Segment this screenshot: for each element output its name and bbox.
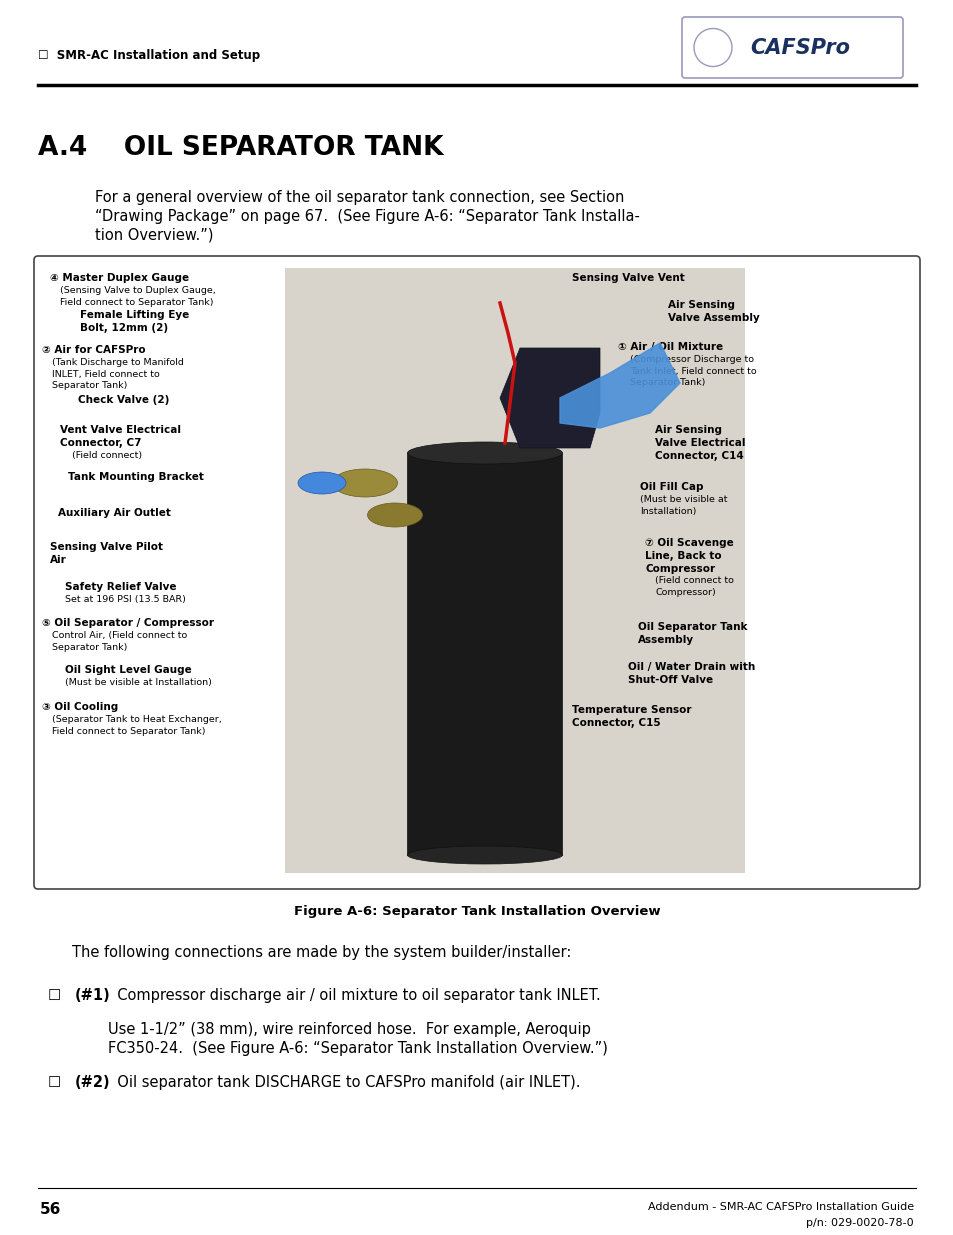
Text: Installation): Installation) xyxy=(639,506,696,515)
Text: (Separator Tank to Heat Exchanger,: (Separator Tank to Heat Exchanger, xyxy=(52,715,221,724)
Text: 56: 56 xyxy=(40,1202,61,1216)
Ellipse shape xyxy=(367,503,422,527)
Text: Connector, C15: Connector, C15 xyxy=(572,718,659,727)
Text: ⑦ Oil Scavenge: ⑦ Oil Scavenge xyxy=(644,538,733,548)
Text: Connector, C14: Connector, C14 xyxy=(655,451,743,461)
Text: Tank Mounting Bracket: Tank Mounting Bracket xyxy=(68,472,204,482)
Text: Air Sensing: Air Sensing xyxy=(655,425,721,435)
Text: Shut-Off Valve: Shut-Off Valve xyxy=(627,674,713,684)
Text: ① Air / Oil Mixture: ① Air / Oil Mixture xyxy=(618,342,722,352)
FancyBboxPatch shape xyxy=(34,256,919,889)
Ellipse shape xyxy=(297,472,346,494)
Text: (Must be visible at: (Must be visible at xyxy=(639,495,727,504)
Text: (#1): (#1) xyxy=(75,988,111,1003)
Polygon shape xyxy=(499,348,599,448)
Text: ☐  SMR-AC Installation and Setup: ☐ SMR-AC Installation and Setup xyxy=(38,48,260,62)
Text: Field connect to Separator Tank): Field connect to Separator Tank) xyxy=(60,298,213,306)
Text: Valve Electrical: Valve Electrical xyxy=(655,437,744,448)
Text: Air Sensing: Air Sensing xyxy=(667,300,734,310)
Text: (#2): (#2) xyxy=(75,1074,111,1091)
Text: Connector, C7: Connector, C7 xyxy=(60,437,141,448)
Text: Female Lifting Eye: Female Lifting Eye xyxy=(80,310,189,320)
Text: “Drawing Package” on page 67.  (See Figure A-6: “Separator Tank Installa-: “Drawing Package” on page 67. (See Figur… xyxy=(95,209,639,224)
Ellipse shape xyxy=(407,846,562,864)
Polygon shape xyxy=(559,343,679,429)
Text: Temperature Sensor: Temperature Sensor xyxy=(572,705,691,715)
Text: Oil / Water Drain with: Oil / Water Drain with xyxy=(627,662,755,672)
Text: ③ Oil Cooling: ③ Oil Cooling xyxy=(42,701,118,713)
Text: Check Valve (2): Check Valve (2) xyxy=(78,395,170,405)
Text: The following connections are made by the system builder/installer:: The following connections are made by th… xyxy=(71,945,571,960)
Text: INLET, Field connect to: INLET, Field connect to xyxy=(52,369,159,379)
Ellipse shape xyxy=(693,28,731,67)
Text: Compressor): Compressor) xyxy=(655,588,715,598)
Text: Control Air, (Field connect to: Control Air, (Field connect to xyxy=(52,631,187,640)
Text: Sensing Valve Vent: Sensing Valve Vent xyxy=(572,273,684,283)
Text: ④ Master Duplex Gauge: ④ Master Duplex Gauge xyxy=(50,273,189,283)
Text: (Field connect to: (Field connect to xyxy=(655,577,733,585)
Text: Oil Fill Cap: Oil Fill Cap xyxy=(639,482,702,492)
Text: (Field connect): (Field connect) xyxy=(71,451,142,459)
Text: Line, Back to: Line, Back to xyxy=(644,551,720,561)
Text: ☐: ☐ xyxy=(48,1074,61,1091)
Text: ☐: ☐ xyxy=(48,988,61,1003)
Bar xyxy=(407,453,562,855)
Text: Assembly: Assembly xyxy=(638,635,694,645)
Text: tion Overview.”): tion Overview.”) xyxy=(95,227,213,242)
Text: Vent Valve Electrical: Vent Valve Electrical xyxy=(60,425,181,435)
Text: Tank Inlet, Field connect to: Tank Inlet, Field connect to xyxy=(629,367,756,375)
Text: p/n: 029-0020-78-0: p/n: 029-0020-78-0 xyxy=(805,1219,913,1229)
Text: Separator Tank): Separator Tank) xyxy=(52,642,128,652)
Text: Oil Sight Level Gauge: Oil Sight Level Gauge xyxy=(65,664,192,676)
Ellipse shape xyxy=(407,442,562,464)
Text: (Tank Discharge to Manifold: (Tank Discharge to Manifold xyxy=(52,358,184,367)
Text: Bolt, 12mm (2): Bolt, 12mm (2) xyxy=(80,322,168,332)
Text: Oil Separator Tank: Oil Separator Tank xyxy=(638,622,747,632)
FancyBboxPatch shape xyxy=(681,17,902,78)
Text: Auxiliary Air Outlet: Auxiliary Air Outlet xyxy=(58,508,171,517)
Text: A.4    OIL SEPARATOR TANK: A.4 OIL SEPARATOR TANK xyxy=(38,135,443,161)
Text: Use 1-1/2” (38 mm), wire reinforced hose.  For example, Aeroquip: Use 1-1/2” (38 mm), wire reinforced hose… xyxy=(108,1023,590,1037)
Text: Compressor: Compressor xyxy=(644,563,715,573)
Text: Valve Assembly: Valve Assembly xyxy=(667,312,759,322)
Text: FC350-24.  (See Figure A-6: “Separator Tank Installation Overview.”): FC350-24. (See Figure A-6: “Separator Ta… xyxy=(108,1041,607,1056)
Text: CAFSPro: CAFSPro xyxy=(749,37,849,58)
Text: (Sensing Valve to Duplex Gauge,: (Sensing Valve to Duplex Gauge, xyxy=(60,285,215,295)
Text: ⑤ Oil Separator / Compressor: ⑤ Oil Separator / Compressor xyxy=(42,618,213,629)
Text: Separator Tank): Separator Tank) xyxy=(629,378,704,388)
Text: Safety Relief Valve: Safety Relief Valve xyxy=(65,582,176,592)
Text: ② Air for CAFSPro: ② Air for CAFSPro xyxy=(42,345,146,354)
Text: (Compressor Discharge to: (Compressor Discharge to xyxy=(629,354,753,364)
Text: Sensing Valve Pilot: Sensing Valve Pilot xyxy=(50,542,163,552)
Text: For a general overview of the oil separator tank connection, see Section: For a general overview of the oil separa… xyxy=(95,190,623,205)
Text: Air: Air xyxy=(50,555,67,564)
Ellipse shape xyxy=(333,469,397,496)
Text: Separator Tank): Separator Tank) xyxy=(52,382,128,390)
Text: Figure A-6: Separator Tank Installation Overview: Figure A-6: Separator Tank Installation … xyxy=(294,905,659,918)
Bar xyxy=(285,268,744,873)
Text: Field connect to Separator Tank): Field connect to Separator Tank) xyxy=(52,726,205,736)
Text: Set at 196 PSI (13.5 BAR): Set at 196 PSI (13.5 BAR) xyxy=(65,595,186,604)
Text: (Must be visible at Installation): (Must be visible at Installation) xyxy=(65,678,212,687)
Text: Oil separator tank DISCHARGE to CAFSPro manifold (air INLET).: Oil separator tank DISCHARGE to CAFSPro … xyxy=(108,1074,579,1091)
Text: Compressor discharge air / oil mixture to oil separator tank INLET.: Compressor discharge air / oil mixture t… xyxy=(108,988,600,1003)
Text: Addendum - SMR-AC CAFSPro Installation Guide: Addendum - SMR-AC CAFSPro Installation G… xyxy=(647,1202,913,1212)
